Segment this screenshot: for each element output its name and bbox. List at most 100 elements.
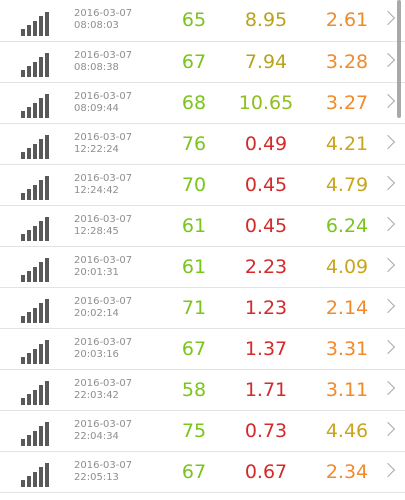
timestamp: 2016-03-07 08:08:38 [74, 50, 132, 74]
value-3: 2.34 [325, 461, 369, 483]
list-item[interactable]: 2016-03-07 20:02:14 71 1.23 2.14 [0, 288, 405, 329]
value-3: 3.28 [325, 51, 369, 73]
list-item[interactable]: 2016-03-07 20:03:16 67 1.37 3.31 [0, 329, 405, 370]
date-text: 2016-03-07 [74, 214, 133, 225]
date-text: 2016-03-07 [74, 91, 133, 102]
timestamp: 2016-03-07 22:05:13 [74, 460, 132, 484]
signal-bars-icon [21, 12, 51, 36]
timestamp: 2016-03-07 08:08:03 [74, 8, 132, 32]
value-1: 71 [181, 297, 207, 319]
value-3: 2.14 [325, 297, 369, 319]
chevron-right-icon[interactable] [380, 93, 396, 109]
chevron-right-icon[interactable] [380, 421, 396, 437]
value-2: 1.37 [244, 338, 288, 360]
date-text: 2016-03-07 [74, 8, 133, 19]
chevron-right-icon[interactable] [380, 339, 396, 355]
date-text: 2016-03-07 [74, 132, 133, 143]
chevron-right-icon[interactable] [380, 216, 396, 232]
scrollbar[interactable] [397, 0, 401, 118]
signal-bars-icon [21, 135, 51, 159]
signal-bars-icon [21, 217, 51, 241]
timestamp: 2016-03-07 12:22:24 [74, 132, 132, 156]
date-text: 2016-03-07 [74, 378, 133, 389]
value-1: 58 [181, 379, 207, 401]
value-2: 0.73 [244, 420, 288, 442]
date-text: 2016-03-07 [74, 173, 133, 184]
date-text: 2016-03-07 [74, 255, 133, 266]
time-text: 08:09:44 [74, 103, 119, 114]
signal-bars-icon [21, 299, 51, 323]
timestamp: 2016-03-07 08:09:44 [74, 91, 132, 115]
signal-bars-icon [21, 422, 51, 446]
signal-bars-icon [21, 463, 51, 487]
value-2: 8.95 [244, 9, 288, 31]
value-2: 10.65 [238, 92, 294, 114]
time-text: 12:24:42 [74, 185, 119, 196]
list-item[interactable]: 2016-03-07 20:01:31 61 2.23 4.09 [0, 247, 405, 288]
time-text: 20:02:14 [74, 308, 119, 319]
value-1: 75 [181, 420, 207, 442]
date-text: 2016-03-07 [74, 419, 133, 430]
value-2: 0.45 [244, 174, 288, 196]
chevron-right-icon[interactable] [380, 175, 396, 191]
value-1: 68 [181, 92, 207, 114]
chevron-right-icon[interactable] [380, 257, 396, 273]
time-text: 20:01:31 [74, 267, 119, 278]
chevron-right-icon[interactable] [380, 462, 396, 478]
value-2: 7.94 [244, 51, 288, 73]
timestamp: 2016-03-07 20:01:31 [74, 255, 132, 279]
value-1: 67 [181, 461, 207, 483]
list-item[interactable]: 2016-03-07 12:24:42 70 0.45 4.79 [0, 165, 405, 206]
timestamp: 2016-03-07 20:02:14 [74, 296, 132, 320]
value-1: 65 [181, 9, 207, 31]
value-1: 61 [181, 215, 207, 237]
chevron-right-icon[interactable] [380, 380, 396, 396]
value-2: 1.23 [244, 297, 288, 319]
value-2: 1.71 [244, 379, 288, 401]
list-item[interactable]: 2016-03-07 22:05:13 67 0.67 2.34 [0, 452, 405, 493]
date-text: 2016-03-07 [74, 337, 133, 348]
signal-bars-icon [21, 176, 51, 200]
value-3: 4.79 [325, 174, 369, 196]
time-text: 08:08:03 [74, 20, 119, 31]
list-item[interactable]: 2016-03-07 08:08:38 67 7.94 3.28 [0, 42, 405, 83]
value-2: 2.23 [244, 256, 288, 278]
value-3: 6.24 [325, 215, 369, 237]
value-1: 67 [181, 338, 207, 360]
list-item[interactable]: 2016-03-07 12:28:45 61 0.45 6.24 [0, 206, 405, 247]
signal-bars-icon [21, 258, 51, 282]
time-text: 12:28:45 [74, 226, 119, 237]
time-text: 22:03:42 [74, 390, 119, 401]
list-item[interactable]: 2016-03-07 08:08:03 65 8.95 2.61 [0, 0, 405, 42]
value-2: 0.49 [244, 133, 288, 155]
list-item[interactable]: 2016-03-07 22:03:42 58 1.71 3.11 [0, 370, 405, 411]
date-text: 2016-03-07 [74, 460, 133, 471]
date-text: 2016-03-07 [74, 296, 133, 307]
value-2: 0.45 [244, 215, 288, 237]
time-text: 08:08:38 [74, 62, 119, 73]
chevron-right-icon[interactable] [380, 298, 396, 314]
signal-bars-icon [21, 94, 51, 118]
value-3: 4.09 [325, 256, 369, 278]
value-1: 61 [181, 256, 207, 278]
signal-bars-icon [21, 340, 51, 364]
signal-bars-icon [21, 381, 51, 405]
signal-bars-icon [21, 53, 51, 77]
list-item[interactable]: 2016-03-07 08:09:44 68 10.65 3.27 [0, 83, 405, 124]
chevron-right-icon[interactable] [380, 52, 396, 68]
date-text: 2016-03-07 [74, 50, 133, 61]
time-text: 20:03:16 [74, 349, 119, 360]
value-1: 67 [181, 51, 207, 73]
chevron-right-icon[interactable] [380, 10, 396, 26]
value-1: 70 [181, 174, 207, 196]
value-3: 4.46 [325, 420, 369, 442]
timestamp: 2016-03-07 22:03:42 [74, 378, 132, 402]
value-3: 4.21 [325, 133, 369, 155]
timestamp: 2016-03-07 12:24:42 [74, 173, 132, 197]
time-text: 22:05:13 [74, 472, 119, 483]
list-item[interactable]: 2016-03-07 22:04:34 75 0.73 4.46 [0, 411, 405, 452]
timestamp: 2016-03-07 22:04:34 [74, 419, 132, 443]
chevron-right-icon[interactable] [380, 134, 396, 150]
value-3: 2.61 [325, 9, 369, 31]
list-item[interactable]: 2016-03-07 12:22:24 76 0.49 4.21 [0, 124, 405, 165]
